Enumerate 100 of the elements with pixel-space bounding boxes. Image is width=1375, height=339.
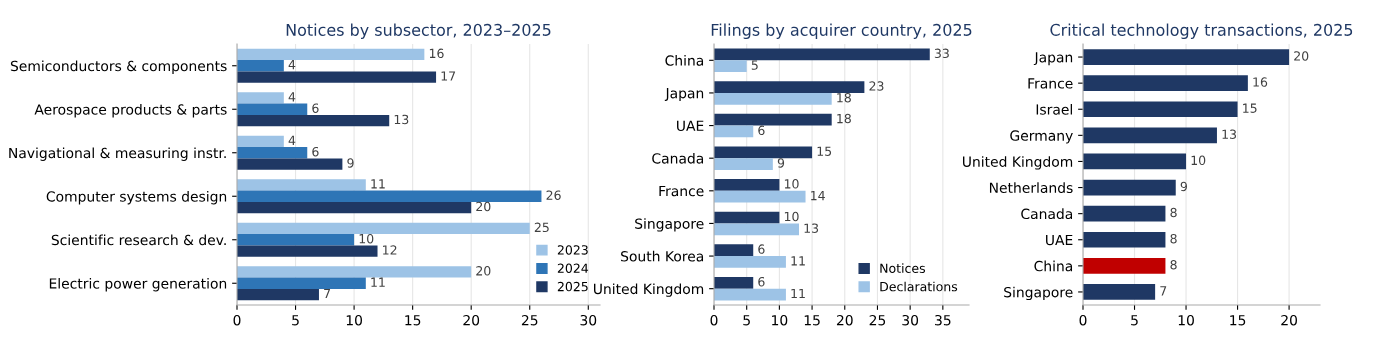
data-label: 6: [312, 103, 319, 113]
x-tick-label: 10: [346, 314, 363, 326]
bar: [237, 288, 319, 301]
x-tick-label: 20: [1281, 314, 1297, 326]
bar: [1083, 231, 1166, 248]
data-label: 12: [383, 245, 397, 255]
data-label: 33: [934, 48, 949, 59]
bar: [1083, 127, 1217, 144]
y-tick-label: Canada: [652, 152, 704, 164]
data-label: 11: [371, 277, 385, 287]
bar: [714, 81, 865, 93]
bar: [1083, 179, 1176, 196]
data-label: 10: [784, 211, 799, 222]
chart-title: Critical technology transactions, 2025: [1050, 23, 1353, 39]
x-tick-label: 5: [292, 315, 299, 326]
chart-title: Filings by acquirer country, 2025: [711, 23, 972, 39]
y-tick-label: Canada: [1021, 208, 1073, 220]
bar: [237, 71, 437, 83]
y-tick-label: Japan: [1033, 52, 1073, 66]
bar: [237, 114, 390, 127]
y-tick-label: Electric power generation: [49, 277, 227, 292]
data-label: 10: [1191, 155, 1206, 166]
bar: [1083, 153, 1187, 170]
x-tick-label: 15: [405, 315, 421, 326]
data-label: 20: [1294, 51, 1309, 61]
x-tick-label: 20: [463, 314, 480, 326]
data-label: 10: [784, 179, 799, 189]
bar: [714, 125, 754, 138]
y-tick-label: Japan: [664, 88, 704, 102]
x-tick-label: 25: [869, 314, 886, 326]
bar: [714, 146, 813, 159]
data-label: 7: [1160, 286, 1167, 296]
data-label: 6: [758, 125, 765, 136]
bar: [237, 103, 308, 115]
data-label: 8: [1170, 207, 1177, 218]
x-tick-label: 30: [580, 314, 597, 326]
data-label: 23: [869, 81, 884, 91]
data-label: 13: [394, 114, 409, 125]
data-label: 11: [791, 288, 805, 299]
data-label: 8: [1170, 233, 1177, 244]
legend-label: 2025: [557, 281, 588, 292]
data-label: 6: [758, 244, 765, 254]
data-label: 13: [804, 223, 819, 233]
bar: [714, 158, 773, 170]
bar: [1083, 284, 1156, 300]
bar: [237, 234, 355, 246]
bar: [237, 92, 284, 104]
x-tick-label: 20: [836, 314, 853, 326]
data-label: 6: [758, 276, 765, 287]
bar: [714, 92, 832, 105]
y-tick-label: China: [665, 55, 704, 66]
bar: [1083, 75, 1248, 91]
bar: [237, 48, 425, 61]
data-label: 18: [837, 92, 851, 103]
data-label: 20: [476, 266, 491, 276]
y-tick-label: Israel: [1036, 103, 1072, 115]
bar: [237, 266, 472, 278]
x-tick-label: 0: [1079, 314, 1087, 326]
bar: [237, 158, 343, 170]
bar: [237, 179, 366, 191]
data-label: 26: [546, 190, 561, 200]
bar: [237, 201, 472, 214]
y-tick-label: United Kingdom: [963, 156, 1073, 170]
bar: [237, 277, 366, 289]
bar: [237, 60, 284, 72]
data-label: 4: [288, 92, 296, 102]
data-label: 17: [441, 71, 456, 81]
x-tick-label: 15: [804, 315, 820, 326]
y-tick-label: France: [659, 185, 704, 197]
y-tick-label: Aerospace products & parts: [34, 103, 227, 118]
data-label: 9: [777, 158, 785, 168]
bar: [714, 113, 832, 126]
y-tick-label: United Kingdom: [594, 283, 704, 297]
y-tick-label: France: [1028, 78, 1073, 89]
data-label: 9: [347, 158, 354, 168]
y-tick-label: UAE: [1046, 234, 1073, 246]
data-label: 4: [288, 135, 296, 145]
legend-label: 2024: [557, 263, 589, 273]
bar: [714, 60, 747, 73]
data-label: 8: [1170, 260, 1177, 270]
y-tick-label: Semiconductors & components: [10, 60, 227, 74]
bar: [237, 147, 308, 159]
y-tick-label: Scientific research & dev.: [51, 234, 226, 246]
legend-label: Notices: [880, 263, 926, 273]
data-label: 16: [1253, 77, 1268, 87]
data-label: 6: [312, 146, 319, 157]
data-label: 15: [1243, 103, 1257, 113]
y-tick-label: Germany: [1010, 130, 1073, 144]
x-tick-label: 25: [521, 314, 538, 326]
bar: [1083, 49, 1290, 65]
x-tick-label: 15: [1230, 315, 1246, 326]
x-tick-label: 10: [772, 314, 788, 326]
y-tick-label: Computer systems design: [46, 190, 227, 205]
y-tick-label: Singapore: [635, 218, 704, 232]
x-tick-label: 0: [233, 314, 241, 326]
data-label: 11: [791, 256, 805, 266]
x-tick-label: 10: [1178, 314, 1194, 326]
data-label: 9: [1180, 181, 1187, 192]
x-tick-label: 35: [935, 314, 951, 326]
bar: [714, 179, 780, 191]
